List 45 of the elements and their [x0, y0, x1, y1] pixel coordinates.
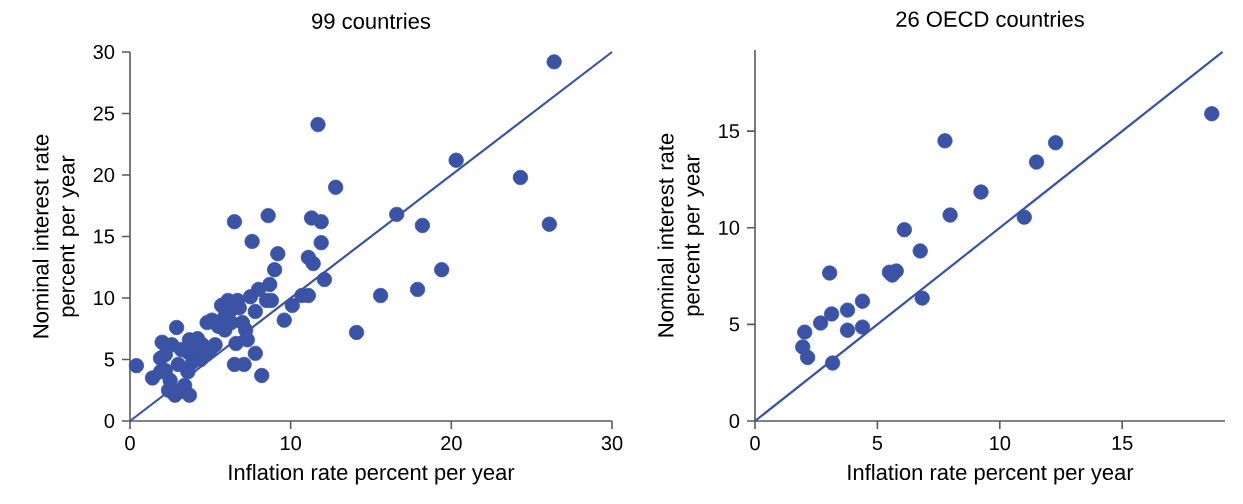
y-tick-label: 20 — [93, 167, 115, 183]
x-tick-label: 20 — [441, 436, 462, 451]
point — [824, 306, 840, 322]
y-tick-label: 5 — [729, 317, 740, 332]
y-tick-label: 0 — [729, 413, 740, 429]
x-axis-title: Inflation rate percent per year — [848, 463, 1134, 485]
y-tick-label: 10 — [719, 220, 740, 235]
y-tick-label: 5 — [104, 352, 115, 367]
y-tick-label: 15 — [94, 229, 115, 244]
x-tick-label: 5 — [872, 436, 883, 451]
point — [1016, 209, 1032, 225]
point — [937, 133, 953, 149]
y-tick-label: 10 — [94, 290, 115, 306]
point — [914, 290, 930, 306]
y-tick-label: 25 — [93, 106, 115, 121]
point — [942, 207, 958, 223]
y-axis-title: Nominal interest rate percent per year — [32, 134, 79, 338]
point — [839, 302, 856, 318]
point — [1204, 106, 1220, 122]
y-axis-title: Nominal interest rate percent per year — [657, 133, 704, 337]
point — [973, 184, 989, 200]
x-axis-title: Inflation rate percent per year — [229, 463, 515, 485]
point — [854, 319, 871, 335]
point — [896, 222, 912, 238]
point — [825, 355, 841, 371]
point — [1048, 135, 1064, 151]
y-tick-label: 15 — [719, 124, 740, 139]
y-tick-label: 0 — [104, 413, 115, 429]
x-tick-label: 30 — [601, 436, 623, 451]
point — [797, 324, 813, 340]
x-tick-label: 0 — [125, 436, 135, 451]
chart-title: 99 countries — [312, 12, 431, 29]
point — [912, 243, 928, 259]
point — [813, 315, 829, 331]
point — [1028, 154, 1045, 170]
point — [822, 265, 838, 281]
y-tick-label: 30 — [93, 44, 115, 60]
x-tick-label: 10 — [990, 436, 1011, 451]
point — [839, 322, 856, 338]
x-tick-label: 10 — [281, 436, 302, 451]
point — [800, 349, 816, 366]
x-tick-label: 15 — [1112, 436, 1133, 451]
point — [854, 293, 871, 309]
x-tick-label: 0 — [750, 436, 760, 451]
chart-title: 26 OECD countries — [896, 10, 1084, 27]
